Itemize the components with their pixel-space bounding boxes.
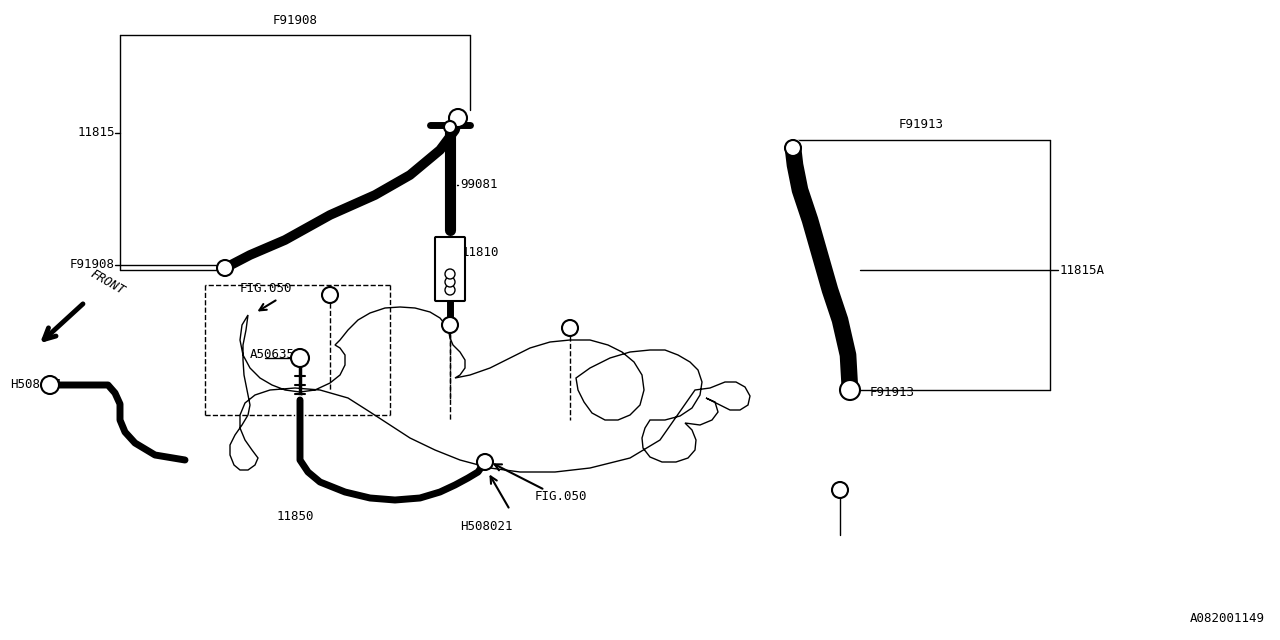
Text: A082001149: A082001149: [1190, 612, 1265, 625]
Text: F91908: F91908: [70, 259, 115, 271]
Circle shape: [785, 140, 801, 156]
Circle shape: [840, 380, 860, 400]
Text: FRONT: FRONT: [88, 267, 127, 297]
Text: F91913: F91913: [870, 385, 915, 399]
Text: F91913: F91913: [899, 118, 943, 131]
Circle shape: [832, 482, 849, 498]
Text: F91908: F91908: [273, 14, 317, 27]
Circle shape: [562, 320, 579, 336]
Text: FIG.050: FIG.050: [241, 282, 293, 295]
Text: H508021: H508021: [10, 378, 63, 392]
Text: 11815: 11815: [78, 127, 115, 140]
FancyBboxPatch shape: [435, 237, 465, 301]
Text: 11810: 11810: [462, 246, 499, 259]
Circle shape: [291, 349, 308, 367]
Text: FIG.050: FIG.050: [535, 490, 588, 503]
Circle shape: [477, 454, 493, 470]
Circle shape: [442, 317, 458, 333]
Circle shape: [445, 269, 454, 279]
Circle shape: [445, 285, 454, 295]
Circle shape: [445, 277, 454, 287]
Text: A50635: A50635: [250, 349, 294, 362]
Circle shape: [218, 260, 233, 276]
Text: 11850: 11850: [276, 510, 314, 523]
Text: 11815A: 11815A: [1060, 264, 1105, 276]
Circle shape: [323, 287, 338, 303]
Circle shape: [41, 376, 59, 394]
Circle shape: [444, 121, 456, 133]
Text: H508021: H508021: [460, 520, 512, 533]
Text: 99081: 99081: [460, 179, 498, 191]
Circle shape: [449, 109, 467, 127]
